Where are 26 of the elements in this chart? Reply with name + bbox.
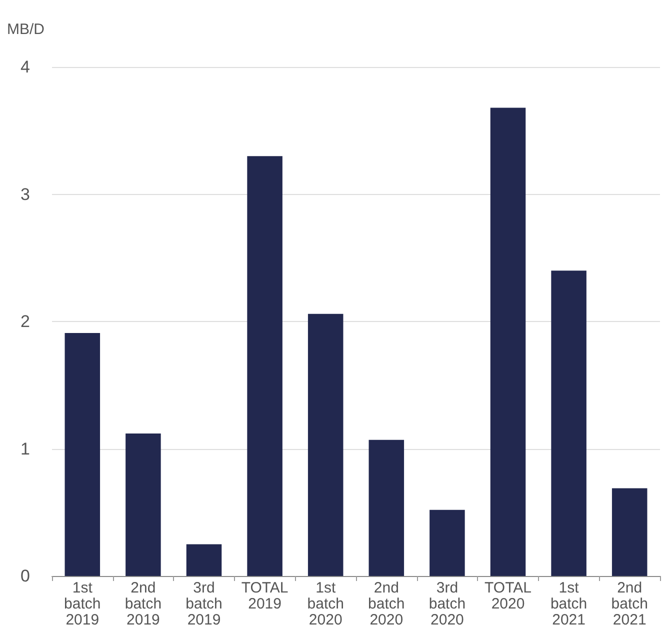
x-tick-label: 1st batch 2021	[550, 580, 588, 628]
x-tick-label: 1st batch 2020	[307, 580, 344, 628]
y-tick-label: 4	[20, 58, 30, 76]
y-axis-title: MB/D	[7, 21, 45, 38]
y-tick-label: 3	[20, 184, 30, 204]
bar	[186, 544, 222, 576]
bar	[308, 314, 344, 576]
x-tick-label: 3rd batch 2020	[428, 580, 466, 628]
bar	[368, 440, 404, 576]
bar	[247, 156, 282, 576]
y-tick-label: 0	[20, 566, 30, 586]
x-tick-label: 1st batch 2019	[64, 580, 101, 628]
x-tick-label: TOTAL 2019	[241, 580, 288, 612]
bar	[430, 510, 465, 576]
bar	[612, 488, 648, 576]
x-tick-label: 2nd batch 2020	[368, 580, 405, 628]
bar	[551, 270, 586, 576]
x-tick-label: 2nd batch 2019	[124, 580, 162, 628]
x-tick-label: 2nd batch 2021	[611, 580, 648, 628]
y-tick-label: 2	[20, 312, 30, 331]
x-tick-label: TOTAL 2020	[484, 580, 532, 612]
bar	[490, 108, 526, 576]
y-tick-label: 1	[20, 439, 30, 458]
bar	[64, 332, 100, 576]
bar	[126, 433, 161, 576]
x-tick-label: 3rd batch 2019	[186, 580, 222, 628]
